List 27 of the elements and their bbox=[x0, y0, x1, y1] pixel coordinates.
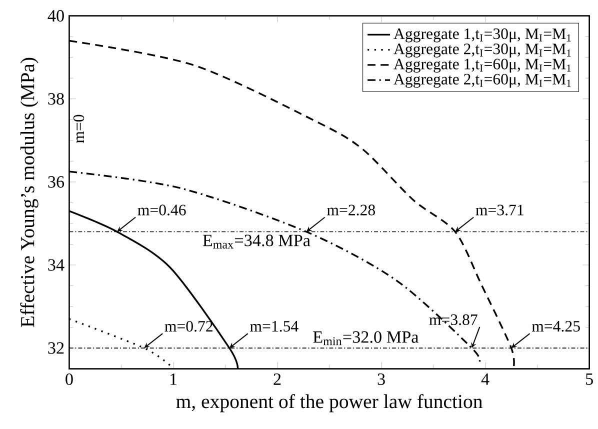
annotation: m=3.71 bbox=[476, 204, 524, 216]
y-tick-label: 32 bbox=[48, 342, 64, 354]
y-tick-label: 40 bbox=[48, 10, 64, 22]
y-tick-label: 34 bbox=[48, 259, 64, 271]
legend-label: Aggregate 1,t$_{I}$=60μ, M$_{I}$=M$_{1}$ bbox=[394, 58, 571, 73]
legend-label: Aggregate 2,t$_{I}$=60μ, M$_{I}$=M$_{1}$ bbox=[394, 74, 571, 88]
legend-label: Aggregate 1,t$_{I}$=30μ, M$_{I}$=M$_{1}$ bbox=[394, 28, 571, 42]
annotation: m=1.54 bbox=[250, 320, 298, 332]
x-tick-label: 0 bbox=[66, 373, 73, 385]
annotation: m=4.25 bbox=[532, 320, 580, 332]
legend-label: Aggregate 2,t$_{I}$=30μ, M$_{I}$=M$_{1}$ bbox=[394, 43, 571, 58]
y-tick-label: 36 bbox=[48, 176, 64, 188]
annotation: m=3.87 bbox=[429, 314, 478, 326]
x-tick-label: 5 bbox=[586, 373, 593, 385]
x-axis-title: m, exponent of the power law function bbox=[176, 394, 482, 412]
x-tick-label: 2 bbox=[274, 373, 281, 385]
y-axis-title: Effective Young’s modulus (MPa) bbox=[20, 58, 38, 327]
y-tick-label: 38 bbox=[48, 93, 64, 105]
annotation: m=0.46 bbox=[138, 204, 186, 216]
annotation: m=0 bbox=[73, 114, 84, 143]
x-tick-label: 1 bbox=[170, 373, 177, 385]
ref-line-label: E$_{max}$=34.8 MPa bbox=[202, 234, 310, 248]
x-tick-label: 4 bbox=[481, 373, 490, 385]
annotation: m=2.28 bbox=[327, 204, 375, 216]
x-tick-label: 3 bbox=[378, 373, 385, 385]
annotation: m=0.72 bbox=[164, 320, 212, 332]
ref-line-label: E$_{min}$=32.0 MPa bbox=[313, 331, 419, 346]
